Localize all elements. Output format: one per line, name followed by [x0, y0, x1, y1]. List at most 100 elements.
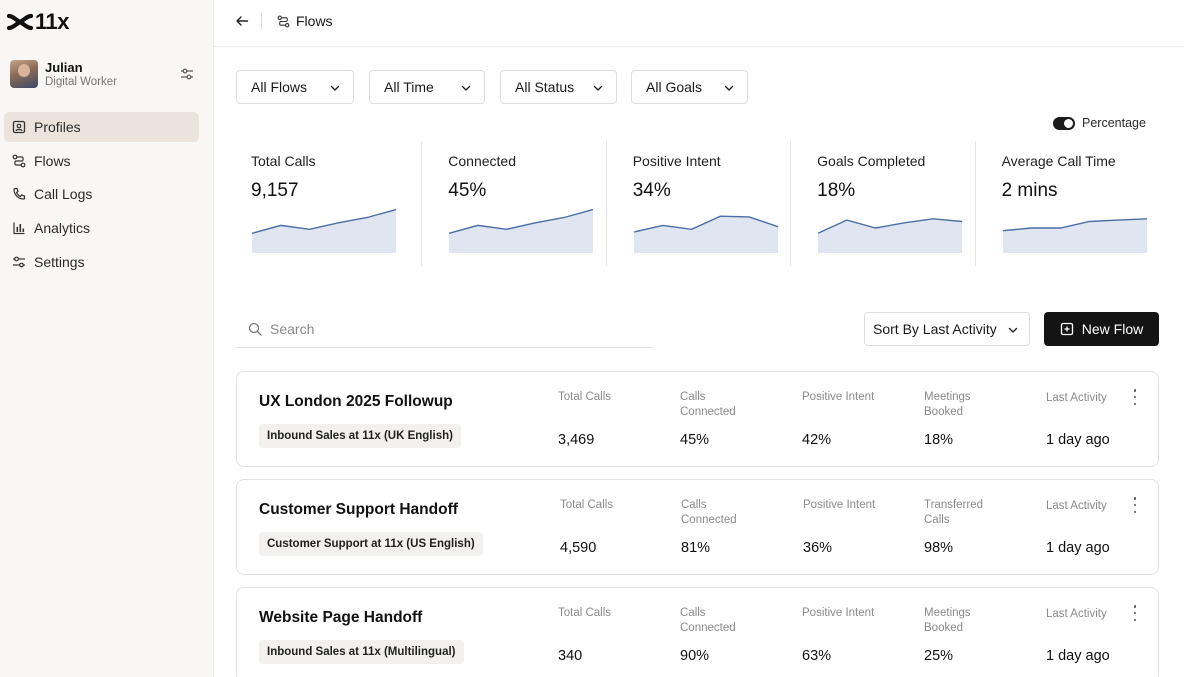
percentage-toggle[interactable]: Percentage [1053, 116, 1146, 130]
user-settings-button[interactable] [179, 66, 195, 82]
metric-value: 1 day ago [1046, 432, 1110, 448]
flow-tag: Inbound Sales at 11x (UK English) [259, 424, 461, 448]
stat-average-call-time: Average Call Time 2 mins [974, 141, 1159, 266]
metric-value: 98% [924, 540, 954, 556]
sidebar-item-flows[interactable]: Flows [4, 146, 199, 176]
metric-value: 36% [803, 540, 833, 556]
sidebar-item-label: Settings [34, 253, 85, 270]
stat-value: 18% [817, 180, 856, 201]
sparkline [251, 208, 397, 253]
more-options-button[interactable] [1130, 605, 1140, 621]
filter-flows-dropdown[interactable]: All Flows [236, 70, 354, 104]
metric-label: Positive Intent [802, 607, 875, 619]
metric-label: Total Calls [558, 607, 612, 619]
page-title: Flows [296, 13, 333, 29]
metric-calls-connected: Calls Connected 45% [680, 390, 790, 448]
stat-label: Connected [448, 153, 516, 169]
metric-value: 63% [802, 648, 832, 664]
metric-label: Meetings Booked [924, 391, 971, 418]
sidebar-item-settings[interactable]: Settings [4, 247, 199, 277]
sparkline-area [449, 209, 594, 253]
search-input[interactable] [270, 321, 630, 337]
stat-value: 34% [632, 180, 671, 201]
filter-label: All Flows [251, 79, 308, 95]
stat-value: 9,157 [251, 180, 299, 201]
stat-label: Positive Intent [632, 153, 721, 169]
metric-calls-connected: Calls Connected 81% [681, 498, 791, 556]
bar-chart-icon [12, 221, 26, 235]
metric-value: 90% [680, 648, 710, 664]
sparkline-area [818, 218, 963, 253]
filter-time-dropdown[interactable]: All Time [369, 70, 485, 104]
sparkline [1002, 218, 1147, 253]
sidebar-item-profiles[interactable]: Profiles [4, 112, 199, 142]
metric-label: Positive Intent [803, 499, 876, 511]
sort-dropdown[interactable]: Sort By Last Activity [864, 312, 1030, 346]
metric-meetings-booked: Meetings Booked 25% [924, 606, 1034, 664]
metric-transferred-calls: Transferred Calls 98% [924, 498, 1034, 556]
chevron-down-icon [724, 85, 734, 91]
stat-total-calls: Total Calls 9,157 [237, 141, 421, 266]
metric-value: 3,469 [558, 432, 595, 448]
filter-status-dropdown[interactable]: All Status [500, 70, 617, 104]
new-flow-label: New Flow [1081, 321, 1144, 337]
user-profile[interactable]: Julian Digital Worker [10, 58, 195, 90]
user-name: Julian [45, 59, 83, 75]
flow-card[interactable]: Website Page Handoff Inbound Sales at 11… [236, 587, 1159, 677]
metric-calls-connected: Calls Connected 90% [680, 606, 790, 664]
sparkline-line [633, 215, 778, 233]
sparkline-line [449, 208, 594, 234]
stat-value: 2 mins [1001, 180, 1058, 201]
chevron-down-icon [593, 85, 603, 91]
metric-value: 81% [681, 540, 711, 556]
sidebar-item-call-logs[interactable]: Call Logs [4, 179, 199, 209]
filter-label: All Time [384, 79, 434, 95]
metric-label: Last Activity [1046, 392, 1107, 404]
more-options-button[interactable] [1130, 389, 1140, 405]
stat-connected: Connected 45% [421, 141, 605, 266]
metric-label: Total Calls [560, 499, 614, 511]
filter-goals-dropdown[interactable]: All Goals [631, 70, 748, 104]
flow-icon [12, 154, 26, 168]
metric-value: 4,590 [560, 540, 597, 556]
metric-positive-intent: Positive Intent 42% [802, 390, 912, 448]
flow-title: Customer Support Handoff [259, 501, 458, 518]
chevron-down-icon [461, 85, 471, 91]
metric-positive-intent: Positive Intent 63% [802, 606, 912, 664]
more-options-button[interactable] [1130, 497, 1140, 513]
metric-value: 1 day ago [1046, 540, 1110, 556]
filter-label: All Goals [646, 79, 703, 95]
flow-icon [277, 15, 290, 27]
chevron-down-icon [330, 85, 340, 91]
flow-card[interactable]: Customer Support Handoff Customer Suppor… [236, 479, 1159, 575]
metric-meetings-booked: Meetings Booked 18% [924, 390, 1034, 448]
sidebar-item-analytics[interactable]: Analytics [4, 213, 199, 243]
sparkline-line [817, 218, 963, 234]
metric-last-activity: Last Activity 1 day ago [1046, 607, 1156, 664]
metric-label: Positive Intent [802, 391, 875, 403]
sidebar-item-label: Profiles [34, 119, 81, 135]
sparkline-area [1002, 218, 1147, 253]
filter-label: All Status [515, 79, 575, 95]
metric-value: 340 [558, 648, 583, 664]
metric-total-calls: Total Calls 340 [558, 606, 668, 664]
profile-card-icon [12, 120, 26, 134]
chevron-down-icon [1008, 327, 1018, 333]
divider [261, 13, 262, 30]
toggle-label: Percentage [1082, 116, 1146, 130]
metric-label: Calls Connected [680, 391, 736, 418]
toggle-switch[interactable] [1053, 116, 1075, 130]
flow-title: UX London 2025 Followup [259, 393, 453, 410]
stat-label: Goals Completed [817, 153, 926, 169]
back-button[interactable] [234, 13, 250, 29]
sparkline [817, 218, 963, 253]
search-icon [248, 322, 262, 336]
metric-label: Last Activity [1046, 608, 1107, 620]
new-flow-button[interactable]: New Flow [1044, 312, 1159, 346]
flow-card[interactable]: UX London 2025 Followup Inbound Sales at… [236, 371, 1159, 467]
stats-panel: Total Calls 9,157 Connected 45% Positive… [237, 141, 1159, 266]
user-role: Digital Worker [45, 75, 117, 88]
search-bar [237, 311, 652, 348]
logo[interactable]: 11x [7, 9, 70, 35]
avatar [10, 60, 38, 88]
